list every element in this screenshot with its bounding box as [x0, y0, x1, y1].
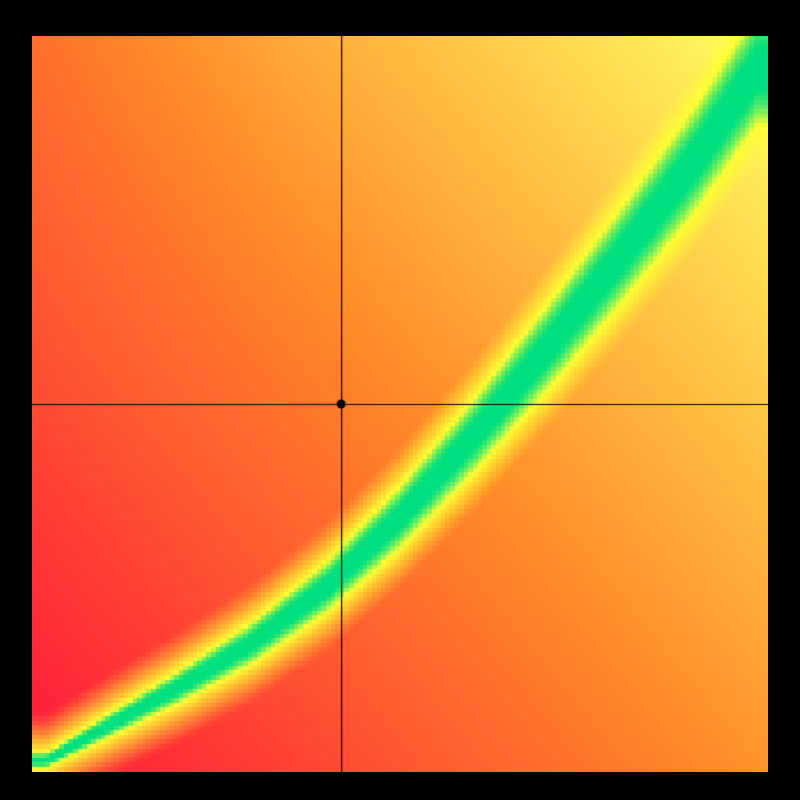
watermark-label: TheBottleneck.com — [549, 6, 770, 34]
heatmap-canvas — [32, 36, 768, 772]
chart-container: { "watermark": { "text": "TheBottleneck.… — [0, 0, 800, 800]
